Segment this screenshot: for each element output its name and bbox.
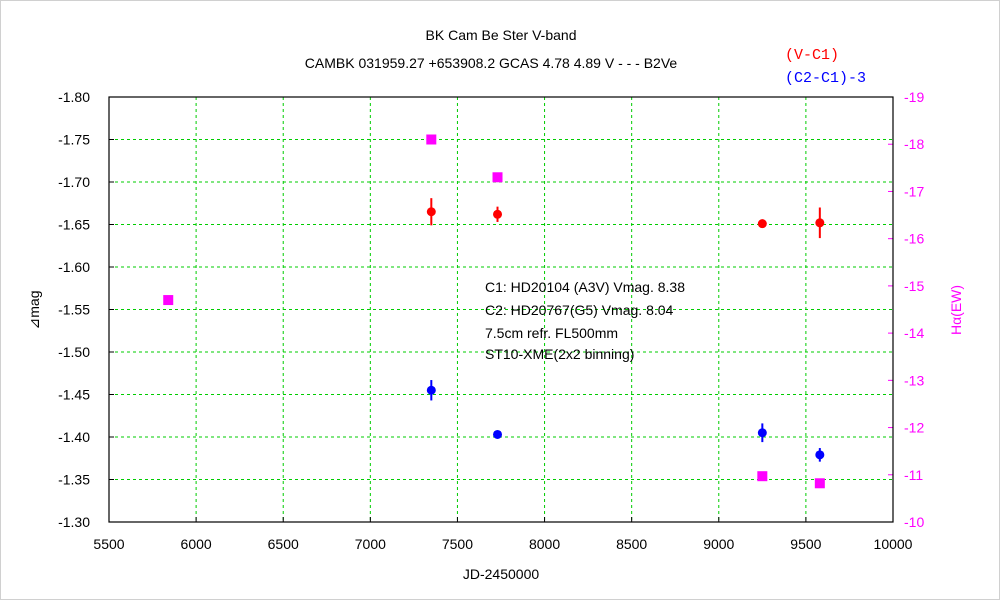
x-tick-label: 10000 — [874, 536, 913, 552]
h-alpha-point — [814, 478, 825, 489]
x-tick-label: 9500 — [790, 536, 821, 552]
y-axis-label: ⊿mag — [26, 291, 42, 330]
v-c1-point — [493, 209, 503, 219]
y-tick-label: -1.45 — [58, 387, 90, 403]
x-tick-label: 8500 — [616, 536, 647, 552]
v-c1-point — [815, 218, 825, 228]
y-tick-label: -1.55 — [58, 302, 90, 318]
v-c1-point — [426, 207, 436, 217]
y-tick-label: -1.35 — [58, 472, 90, 488]
annotation-c2: C2: HD20767(G5) Vmag. 8.04 — [485, 302, 674, 318]
y-right-tick-label: -10 — [904, 514, 924, 530]
y-tick-label: -1.70 — [58, 174, 90, 190]
data-marks — [163, 134, 825, 489]
h-alpha-point — [426, 134, 437, 145]
y-right-tick-label: -15 — [904, 278, 924, 294]
c2-c1-point — [757, 428, 767, 438]
y-tick-label: -1.60 — [58, 259, 90, 275]
h-alpha-point — [163, 295, 174, 306]
h-alpha-point — [757, 471, 768, 482]
x-tick-label: 6500 — [268, 536, 299, 552]
h-alpha-point — [492, 172, 503, 183]
c2-c1-point — [493, 429, 503, 439]
annotation-c1: C1: HD20104 (A3V) Vmag. 8.38 — [485, 279, 685, 295]
x-tick-label: 8000 — [529, 536, 560, 552]
chart-subtitle: CAMBK 031959.27 +653908.2 GCAS 4.78 4.89… — [305, 55, 678, 71]
annotation-camera: ST10-XME(2x2 binning) — [485, 346, 634, 362]
x-tick-label: 7500 — [442, 536, 473, 552]
y-tick-label: -1.40 — [58, 429, 90, 445]
y-right-tick-label: -18 — [904, 136, 924, 152]
c2-c1-point — [426, 385, 436, 395]
annotation-telescope: 7.5cm refr. FL500mm — [485, 325, 618, 341]
y-tick-label: -1.50 — [58, 344, 90, 360]
y-right-tick-label: -11 — [904, 467, 923, 483]
legend-c2-c1: (C2-C1)-3 — [785, 70, 866, 87]
y-right-tick-label: -12 — [904, 420, 924, 436]
x-axis-label: JD-2450000 — [463, 566, 539, 582]
y-tick-label: -1.80 — [58, 89, 90, 105]
chart-title: BK Cam Be Ster V-band — [426, 27, 577, 43]
plot-area-border — [108, 96, 894, 523]
x-tick-label: 7000 — [355, 536, 386, 552]
legend-v-c1: (V-C1) — [785, 47, 839, 64]
v-c1-point — [757, 219, 767, 229]
y-right-tick-label: -16 — [904, 231, 924, 247]
y-right-tick-label: -13 — [904, 372, 924, 388]
axis-layer — [108, 96, 894, 523]
y-right-tick-label: -19 — [904, 89, 924, 105]
y-tick-label: -1.65 — [58, 217, 90, 233]
y-right-tick-label: -14 — [904, 325, 924, 341]
y-right-axis-label: Hα(EW) — [948, 285, 964, 335]
x-tick-label: 6000 — [181, 536, 212, 552]
tick-labels: 5500 6000 6500 7000 7500 8000 8500 9000 9500 1000… — [58, 89, 924, 552]
y-tick-label: -1.30 — [58, 514, 90, 530]
x-tick-label: 9000 — [703, 536, 734, 552]
y-tick-label: -1.75 — [58, 132, 90, 148]
x-tick-label: 5500 — [93, 536, 124, 552]
c2-c1-point — [815, 450, 825, 460]
annotation-block: C1: HD20104 (A3V) Vmag. 8.38 C2: HD20767… — [485, 279, 685, 362]
y-right-tick-label: -17 — [904, 183, 924, 199]
